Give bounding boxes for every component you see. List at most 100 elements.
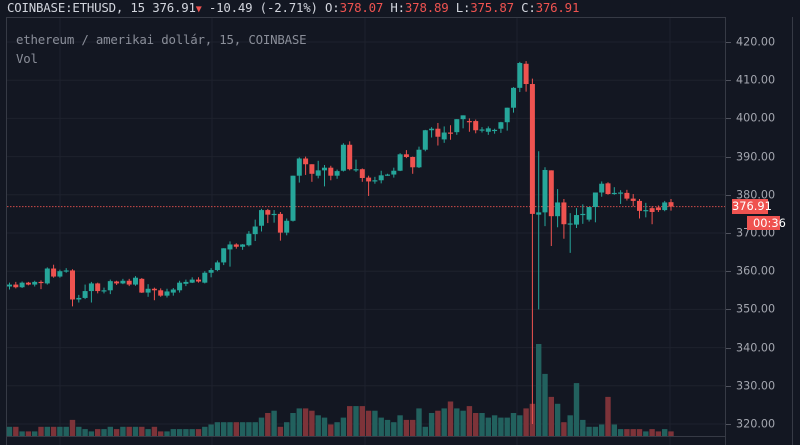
candle-body [290, 175, 296, 221]
volume-bar [296, 408, 302, 436]
axis-tick [726, 424, 731, 425]
candle-body [536, 212, 542, 215]
candle-body [429, 128, 435, 131]
volume-bar [605, 396, 611, 436]
candle-body [454, 119, 460, 133]
volume-bar [668, 431, 674, 436]
volume-bar [176, 429, 183, 436]
volume-bar [365, 410, 372, 436]
volume-bar [624, 429, 630, 436]
candle-body [529, 84, 535, 214]
volume-bar [95, 429, 101, 436]
volume-bar [202, 426, 208, 436]
candle-body [435, 128, 441, 137]
candle-body [259, 210, 264, 226]
price-tick-label: 390.00 [736, 150, 776, 164]
candle-body [322, 167, 327, 171]
candle-body [637, 200, 642, 211]
volume-bar [88, 431, 95, 436]
volume-bar [271, 410, 277, 436]
candle-body [366, 177, 372, 182]
candle-body [492, 129, 498, 132]
candle-body [303, 158, 309, 165]
series-title: ethereum / amerikai dollár, 15, COINBASE [16, 32, 307, 47]
candle-body [378, 175, 384, 181]
last-price-tag: 376.91 [732, 199, 772, 214]
candle-body [51, 268, 57, 277]
candle-body [586, 207, 592, 220]
candle-body [13, 284, 19, 288]
candle-body [145, 288, 151, 293]
candle-body [38, 281, 44, 284]
candle-body [271, 213, 277, 216]
candle-body [334, 171, 340, 176]
volume-bar [504, 417, 510, 436]
volume-bar [542, 373, 548, 436]
volume-bar [372, 410, 378, 436]
candle-body [385, 174, 390, 176]
volume-label[interactable]: Vol [16, 51, 38, 66]
candle-body [95, 283, 101, 292]
volume-bar [454, 408, 460, 436]
volume-bar [315, 415, 321, 436]
volume-bar [523, 408, 529, 436]
volume-bar [491, 415, 498, 436]
volume-bar [321, 417, 328, 436]
volume-bar [391, 422, 397, 436]
volume-bar [32, 431, 38, 436]
volume-bar [384, 419, 391, 436]
candle-body [315, 170, 321, 176]
volume-bar [239, 422, 246, 436]
candle-body [618, 192, 624, 194]
volume-bar [13, 426, 19, 436]
price-tick-label: 410.00 [736, 73, 776, 87]
candle-body [662, 202, 668, 211]
candle-body [277, 213, 283, 233]
low-label: L: [455, 0, 471, 15]
candle-body [548, 170, 554, 217]
volume-bar [126, 426, 132, 436]
volume-bar [485, 417, 491, 436]
candle-body [372, 180, 378, 182]
candle-body [133, 277, 138, 285]
volume-bar [466, 406, 473, 436]
chart-pane[interactable] [6, 17, 725, 445]
volume-bar [107, 426, 113, 436]
volume-bar [139, 426, 145, 436]
volume-bar [82, 429, 88, 436]
candle-body [328, 167, 334, 176]
volume-bar [101, 429, 107, 436]
candle-body [611, 192, 617, 195]
volume-bar [145, 429, 151, 436]
candle-body [410, 156, 416, 168]
candle-body [391, 170, 397, 175]
candle-body [44, 268, 50, 284]
price-axis[interactable]: 420.00 410.00 400.00 390.00 380.00 370.00 360.… [725, 17, 793, 445]
candle-body [214, 262, 220, 271]
volume-bar [76, 426, 82, 436]
candle-body [32, 281, 38, 285]
volume-bar [410, 419, 416, 436]
candle-body [296, 158, 302, 176]
candle-body [177, 282, 183, 291]
candle-body [511, 87, 516, 108]
axis-tick [726, 347, 731, 349]
volume-bar [611, 424, 617, 436]
price-tick-label: 350.00 [736, 302, 776, 316]
candle-body [567, 223, 573, 225]
axis-tick [726, 309, 731, 311]
volume-bar [208, 424, 214, 436]
volume-bar [290, 413, 296, 436]
candle-body [473, 121, 479, 131]
volume-bar [132, 426, 139, 436]
volume-bar [120, 426, 126, 436]
volume-bar [441, 408, 447, 436]
volume-bar [340, 417, 347, 436]
chart-legend: ethereum / amerikai dollár, 15, COINBASE… [16, 30, 307, 68]
candle-body [126, 280, 132, 285]
candle-body [542, 169, 548, 213]
volume-bar [328, 424, 334, 436]
price-tick-label: 340.00 [736, 341, 776, 355]
price-tick-label: 320.00 [736, 417, 776, 431]
